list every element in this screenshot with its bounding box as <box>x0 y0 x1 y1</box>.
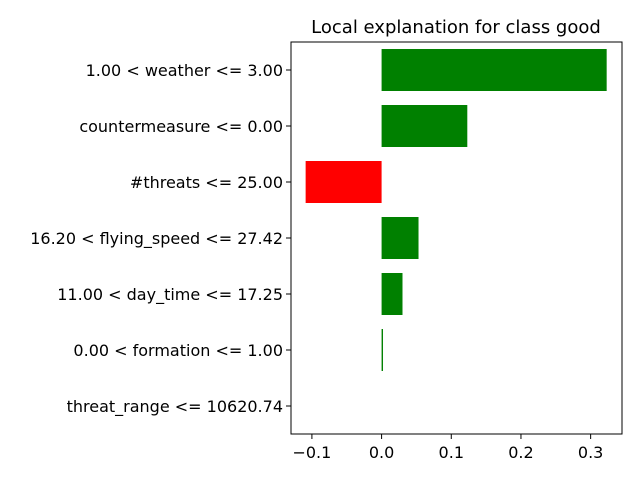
chart-title: Local explanation for class good <box>311 17 601 38</box>
x-tick-label-0: −0.1 <box>292 443 331 462</box>
y-tick-label-2: #threats <= 25.00 <box>130 173 283 192</box>
bar-1 <box>381 105 468 147</box>
bar-0 <box>381 49 607 91</box>
plot-area: 1.00 < weather <= 3.00 countermeasure <= … <box>30 49 607 462</box>
bar-4 <box>381 273 403 315</box>
y-tick-label-0: 1.00 < weather <= 3.00 <box>86 61 283 80</box>
bar-2 <box>305 161 382 203</box>
y-tick-label-1: countermeasure <= 0.00 <box>79 117 283 136</box>
x-tick-label-3: 0.2 <box>508 443 533 462</box>
x-tick-label-2: 0.1 <box>439 443 464 462</box>
y-tick-label-6: threat_range <= 10620.74 <box>67 397 283 417</box>
y-tick-label-3: 16.20 < flying_speed <= 27.42 <box>30 229 283 249</box>
y-tick-label-4: 11.00 < day_time <= 17.25 <box>57 285 283 305</box>
y-tick-label-5: 0.00 < formation <= 1.00 <box>73 341 283 360</box>
bar-3 <box>381 217 419 259</box>
x-tick-label-1: 0.0 <box>369 443 394 462</box>
x-tick-label-4: 0.3 <box>578 443 603 462</box>
bar-5 <box>381 329 383 371</box>
axes-frame <box>290 41 623 435</box>
